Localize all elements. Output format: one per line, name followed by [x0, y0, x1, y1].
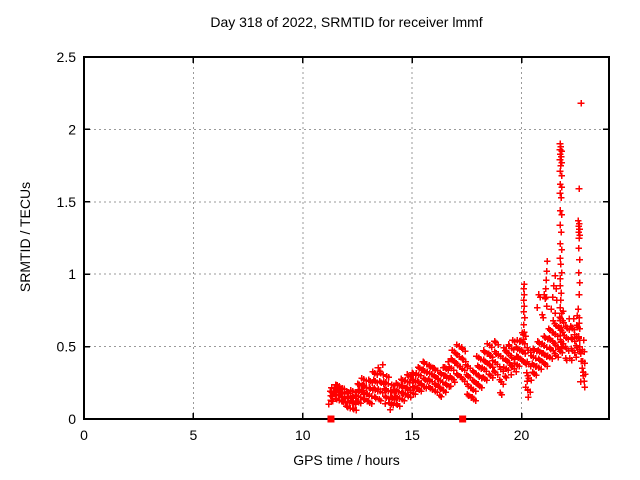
y-tick-label: 2 [68, 121, 76, 137]
y-tick-label: 1.5 [57, 194, 77, 210]
flag-marker [327, 415, 335, 423]
y-tick-label: 0.5 [57, 339, 77, 355]
x-tick-label: 5 [189, 427, 197, 443]
y-tick-label: 2.5 [57, 49, 77, 65]
flag-marker [459, 415, 467, 423]
scatter-points [325, 100, 589, 414]
chart-title: Day 318 of 2022, SRMTID for receiver lmm… [210, 14, 483, 30]
y-tick-label: 1 [68, 266, 76, 282]
x-axis-label: GPS time / hours [293, 452, 400, 468]
x-tick-label: 10 [295, 427, 311, 443]
y-axis-label: SRMTID / TECUs [17, 181, 33, 293]
x-tick-label: 0 [80, 427, 88, 443]
x-tick-label: 20 [514, 427, 530, 443]
plot-border [83, 56, 610, 420]
y-tick-label: 0 [68, 411, 76, 427]
x-tick-label: 15 [404, 427, 420, 443]
